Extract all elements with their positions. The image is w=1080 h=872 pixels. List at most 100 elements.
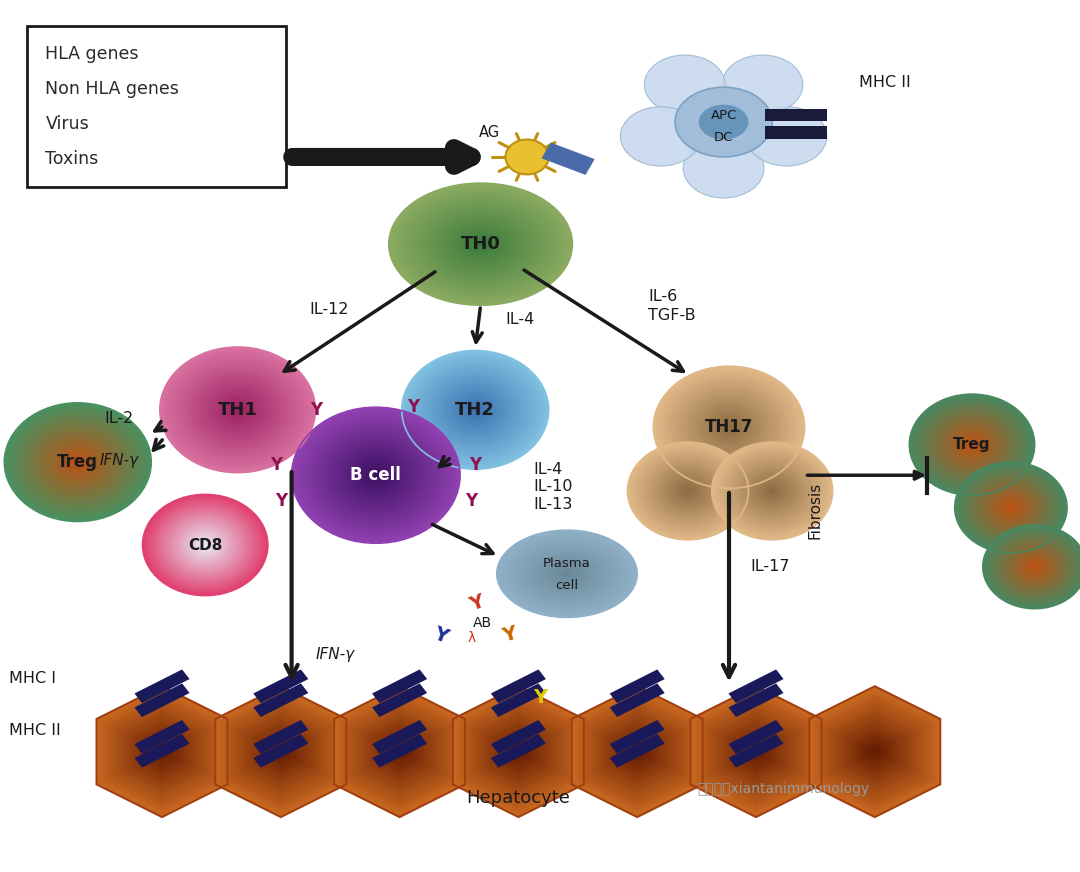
- Ellipse shape: [464, 401, 486, 419]
- Ellipse shape: [697, 401, 761, 453]
- Ellipse shape: [323, 433, 429, 518]
- Polygon shape: [607, 722, 667, 781]
- Polygon shape: [471, 704, 566, 800]
- Polygon shape: [491, 725, 545, 779]
- Ellipse shape: [76, 460, 80, 464]
- Polygon shape: [602, 716, 673, 787]
- Polygon shape: [515, 749, 522, 754]
- Polygon shape: [622, 737, 652, 766]
- Ellipse shape: [769, 488, 775, 494]
- Ellipse shape: [1015, 551, 1054, 582]
- Ellipse shape: [59, 447, 96, 477]
- Ellipse shape: [427, 371, 524, 449]
- Ellipse shape: [143, 494, 268, 596]
- Ellipse shape: [153, 503, 257, 587]
- Ellipse shape: [185, 367, 291, 453]
- Ellipse shape: [664, 472, 712, 510]
- Text: IL-4: IL-4: [534, 461, 563, 477]
- Ellipse shape: [38, 430, 118, 494]
- Ellipse shape: [947, 425, 997, 465]
- Ellipse shape: [426, 208, 536, 281]
- Ellipse shape: [922, 405, 1022, 485]
- Ellipse shape: [321, 431, 431, 520]
- Polygon shape: [729, 725, 783, 779]
- Ellipse shape: [354, 458, 397, 493]
- Polygon shape: [138, 728, 186, 775]
- Ellipse shape: [17, 413, 138, 511]
- Polygon shape: [827, 704, 922, 800]
- Polygon shape: [486, 719, 551, 785]
- Ellipse shape: [225, 399, 251, 420]
- Polygon shape: [541, 142, 595, 175]
- Ellipse shape: [950, 427, 994, 462]
- Ellipse shape: [215, 392, 260, 428]
- Ellipse shape: [723, 422, 735, 433]
- Ellipse shape: [557, 568, 577, 580]
- Ellipse shape: [400, 190, 562, 298]
- Polygon shape: [262, 734, 299, 769]
- Polygon shape: [251, 722, 311, 781]
- Ellipse shape: [507, 536, 627, 611]
- Polygon shape: [583, 698, 691, 805]
- Polygon shape: [726, 722, 786, 781]
- Ellipse shape: [988, 489, 1034, 526]
- Ellipse shape: [660, 468, 716, 514]
- Polygon shape: [453, 686, 584, 817]
- Ellipse shape: [948, 426, 996, 464]
- Text: Y: Y: [407, 399, 420, 416]
- Polygon shape: [590, 704, 685, 800]
- Ellipse shape: [958, 465, 1064, 550]
- Polygon shape: [106, 695, 218, 808]
- Ellipse shape: [525, 548, 609, 600]
- Ellipse shape: [469, 405, 482, 415]
- Polygon shape: [693, 689, 819, 814]
- Ellipse shape: [701, 405, 757, 450]
- Polygon shape: [225, 695, 337, 808]
- Ellipse shape: [407, 195, 554, 293]
- Ellipse shape: [636, 449, 740, 533]
- Ellipse shape: [340, 446, 411, 504]
- Ellipse shape: [187, 369, 288, 451]
- Ellipse shape: [150, 501, 260, 589]
- Polygon shape: [364, 716, 435, 787]
- Ellipse shape: [166, 352, 309, 467]
- Ellipse shape: [40, 432, 116, 493]
- Ellipse shape: [633, 446, 743, 535]
- Polygon shape: [254, 670, 308, 703]
- Ellipse shape: [442, 383, 509, 437]
- Ellipse shape: [958, 433, 986, 456]
- Ellipse shape: [319, 429, 433, 521]
- Ellipse shape: [679, 387, 779, 467]
- Ellipse shape: [531, 551, 603, 596]
- Ellipse shape: [420, 365, 530, 454]
- Ellipse shape: [966, 471, 1056, 544]
- Ellipse shape: [1000, 539, 1069, 595]
- Ellipse shape: [984, 526, 1080, 608]
- Ellipse shape: [760, 481, 784, 501]
- Ellipse shape: [971, 475, 1051, 540]
- Ellipse shape: [688, 394, 770, 460]
- Ellipse shape: [753, 475, 792, 507]
- Ellipse shape: [200, 379, 275, 440]
- Ellipse shape: [675, 87, 772, 157]
- Ellipse shape: [15, 412, 140, 513]
- Polygon shape: [376, 728, 423, 775]
- Ellipse shape: [176, 521, 234, 569]
- Ellipse shape: [543, 559, 591, 589]
- Polygon shape: [141, 731, 183, 773]
- Ellipse shape: [770, 489, 774, 493]
- Ellipse shape: [718, 447, 826, 535]
- Ellipse shape: [435, 378, 515, 442]
- Ellipse shape: [638, 451, 738, 531]
- Ellipse shape: [203, 543, 207, 547]
- Ellipse shape: [146, 497, 265, 593]
- Ellipse shape: [294, 409, 458, 542]
- Ellipse shape: [724, 452, 821, 530]
- Ellipse shape: [723, 451, 822, 531]
- Polygon shape: [491, 720, 545, 753]
- Ellipse shape: [931, 412, 1013, 478]
- Ellipse shape: [315, 426, 436, 524]
- Ellipse shape: [405, 194, 556, 295]
- Text: IL-17: IL-17: [751, 559, 791, 575]
- Polygon shape: [120, 710, 204, 794]
